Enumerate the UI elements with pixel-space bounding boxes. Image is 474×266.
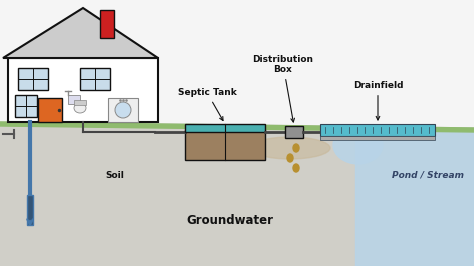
Text: Distribution
Box: Distribution Box bbox=[253, 55, 313, 122]
Text: Groundwater: Groundwater bbox=[186, 214, 273, 227]
Bar bbox=[185, 124, 265, 132]
Bar bbox=[18, 68, 48, 90]
Bar bbox=[320, 124, 435, 136]
Bar bbox=[185, 130, 265, 160]
Bar bbox=[108, 98, 138, 122]
Bar bbox=[68, 95, 80, 104]
Ellipse shape bbox=[250, 137, 330, 159]
Bar bbox=[27, 195, 33, 225]
Ellipse shape bbox=[293, 144, 299, 152]
Bar bbox=[38, 98, 62, 122]
Polygon shape bbox=[355, 128, 474, 266]
Text: Pond / Stream: Pond / Stream bbox=[392, 171, 464, 180]
Bar bbox=[285, 126, 303, 138]
Bar bbox=[100, 10, 114, 38]
Bar bbox=[15, 95, 37, 117]
Polygon shape bbox=[0, 122, 474, 132]
Text: Drainfield: Drainfield bbox=[353, 81, 403, 120]
Ellipse shape bbox=[293, 164, 299, 172]
Bar bbox=[74, 100, 86, 105]
Bar bbox=[320, 136, 435, 140]
Ellipse shape bbox=[333, 126, 383, 164]
Ellipse shape bbox=[74, 103, 86, 113]
Polygon shape bbox=[0, 122, 474, 266]
Text: Septic Tank: Septic Tank bbox=[178, 88, 237, 120]
Circle shape bbox=[115, 102, 131, 118]
Ellipse shape bbox=[287, 154, 293, 162]
Text: Soil: Soil bbox=[106, 171, 125, 180]
Bar bbox=[8, 58, 158, 122]
Polygon shape bbox=[3, 8, 158, 58]
Bar bbox=[80, 68, 110, 90]
